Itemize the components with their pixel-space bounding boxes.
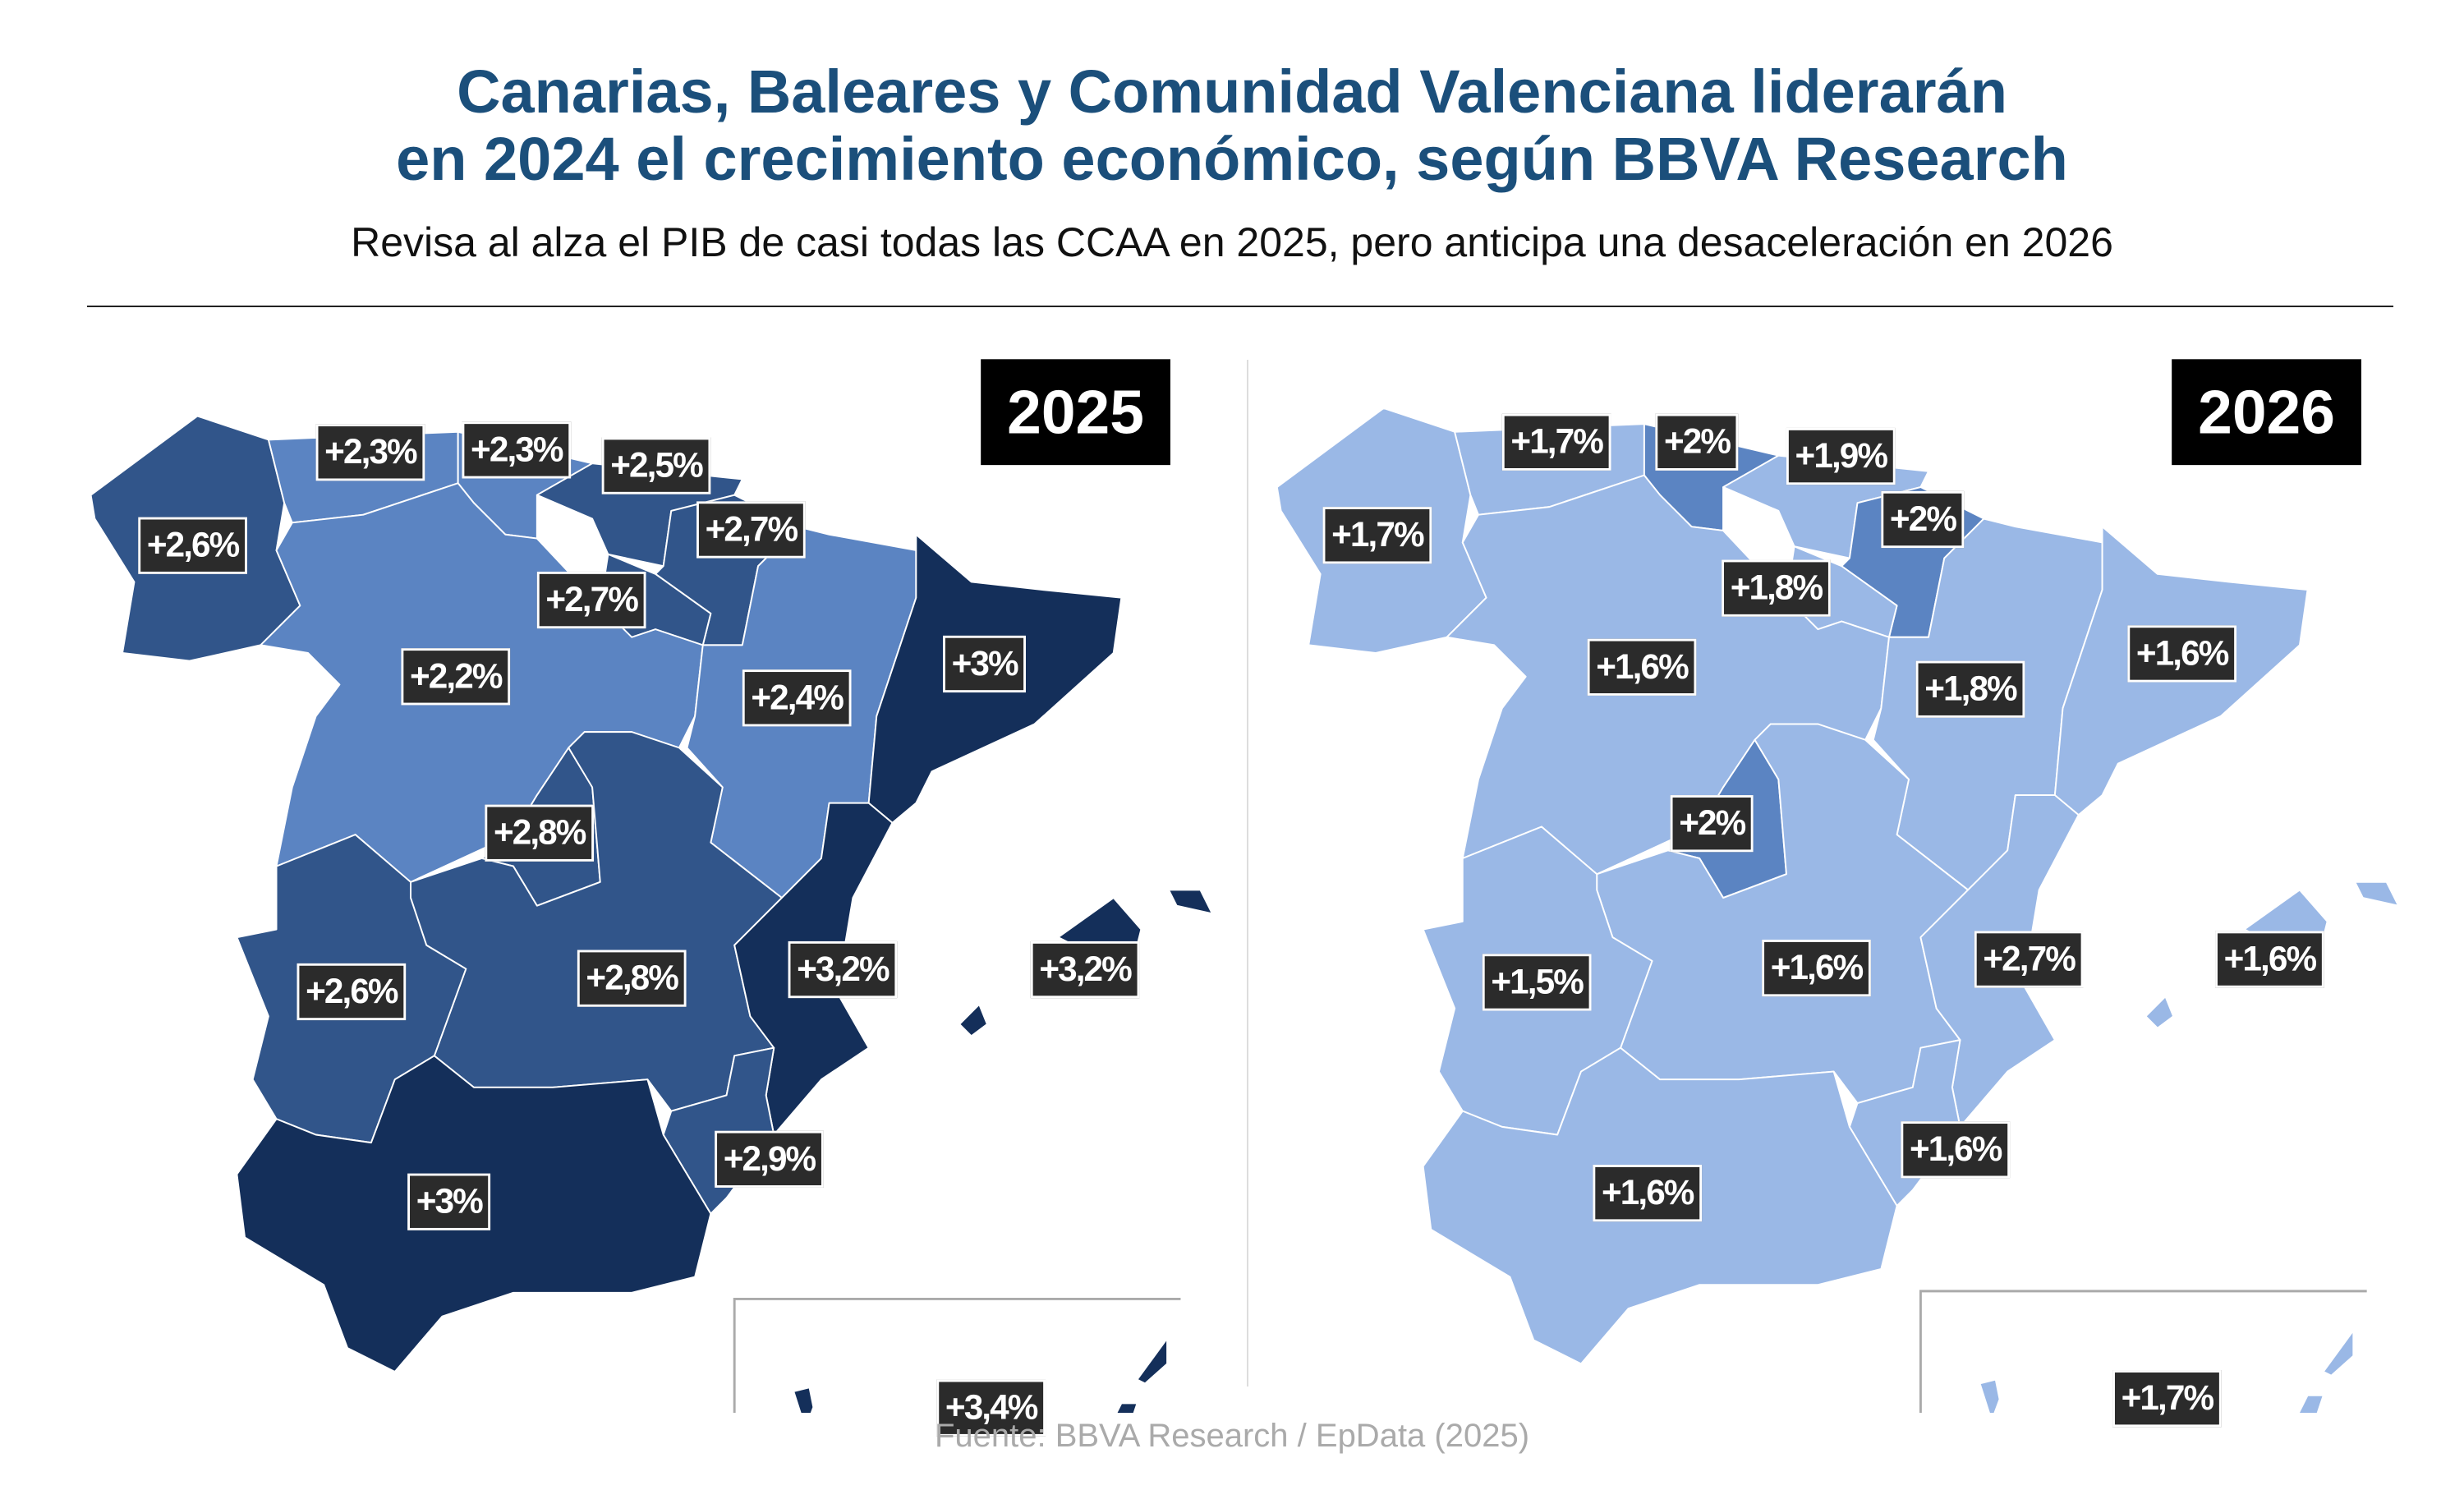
value-label-galicia: +2,6% <box>138 517 247 574</box>
value-label-cataluna: +1,6% <box>2127 625 2237 683</box>
map-canvas <box>1276 407 2400 1413</box>
value-label-la-rioja: +2,7% <box>536 571 646 629</box>
value-label-la-rioja: +1,8% <box>1722 559 1831 617</box>
value-label-cataluna: +3% <box>943 635 1027 693</box>
value-label-asturias: +1,7% <box>1501 413 1611 471</box>
value-label-aragon: +2,4% <box>742 669 852 727</box>
value-label-extremadura: +1,5% <box>1482 954 1592 1011</box>
region-baleares <box>958 1003 988 1037</box>
value-label-baleares: +3,2% <box>1030 940 1140 999</box>
source-note: Fuente: BBVA Research / EpData (2025) <box>934 1418 1530 1454</box>
region-canarias <box>2322 1329 2355 1377</box>
value-label-asturias: +2,3% <box>315 424 425 481</box>
value-label-madrid: +2% <box>1670 795 1754 853</box>
value-label-baleares: +1,6% <box>2215 931 2324 988</box>
value-label-canarias: +3,4% <box>936 1379 1046 1437</box>
map-canvas <box>90 415 1213 1413</box>
value-label-castilla-leon: +2,2% <box>401 648 511 706</box>
region-canarias <box>793 1387 815 1413</box>
value-label-canarias: +1,7% <box>2112 1370 2222 1428</box>
region-canarias <box>2297 1394 2324 1413</box>
value-label-andalucia: +3% <box>407 1173 491 1230</box>
map-2025: +2,6% +2,3% +2,3% +2,5% +2,7% +2,7% +2,2% +2,4%… <box>0 345 1232 1437</box>
value-label-cantabria: +2% <box>1655 413 1739 471</box>
chart-title-line-2: en 2024 el crecimiento económico, según … <box>396 125 2068 193</box>
value-label-castilla-la-mancha: +1,6% <box>1762 940 1871 997</box>
region-baleares <box>2354 881 2400 907</box>
value-label-murcia: +1,6% <box>1901 1121 2011 1179</box>
region-baleares <box>1168 889 1213 915</box>
year-badge: 2025 <box>981 359 1170 466</box>
value-label-extremadura: +2,6% <box>297 963 407 1021</box>
value-label-cantabria: +2,3% <box>462 421 572 479</box>
region-canarias <box>1979 1378 2001 1413</box>
maps-divider <box>1247 360 1248 1387</box>
value-label-valencia: +3,2% <box>788 940 898 999</box>
chart-subtitle: Revisa al alza el PIB de casi todas las … <box>351 219 2113 265</box>
chart-title-line-1: Canarias, Baleares y Comunidad Valencian… <box>457 57 2007 126</box>
value-label-pais-vasco: +2,5% <box>601 437 711 494</box>
value-label-navarra: +2% <box>1881 490 1965 549</box>
header-divider <box>87 306 2393 307</box>
value-label-galicia: +1,7% <box>1322 507 1432 564</box>
value-label-navarra: +2,7% <box>696 501 806 559</box>
map-2026: +1,7% +1,7% +2% +1,9% +2% +1,8% +1,6% +1,8% +1,6… <box>1232 345 2464 1428</box>
value-label-madrid: +2,8% <box>485 804 595 862</box>
value-label-castilla-la-mancha: +2,8% <box>577 950 687 1007</box>
value-label-castilla-leon: +1,6% <box>1587 638 1697 696</box>
region-canarias <box>1136 1337 1169 1385</box>
region-canarias <box>1115 1402 1138 1413</box>
value-label-murcia: +2,9% <box>715 1130 824 1188</box>
value-label-pais-vasco: +1,9% <box>1786 427 1896 485</box>
canarias-inset-frame <box>1919 1290 2367 1413</box>
value-label-andalucia: +1,6% <box>1593 1165 1703 1222</box>
value-label-aragon: +1,8% <box>1915 660 2025 718</box>
region-baleares <box>2145 996 2175 1029</box>
canarias-inset-frame <box>733 1298 1181 1413</box>
value-label-valencia: +2,7% <box>1974 931 2084 988</box>
year-badge: 2026 <box>2172 359 2361 466</box>
